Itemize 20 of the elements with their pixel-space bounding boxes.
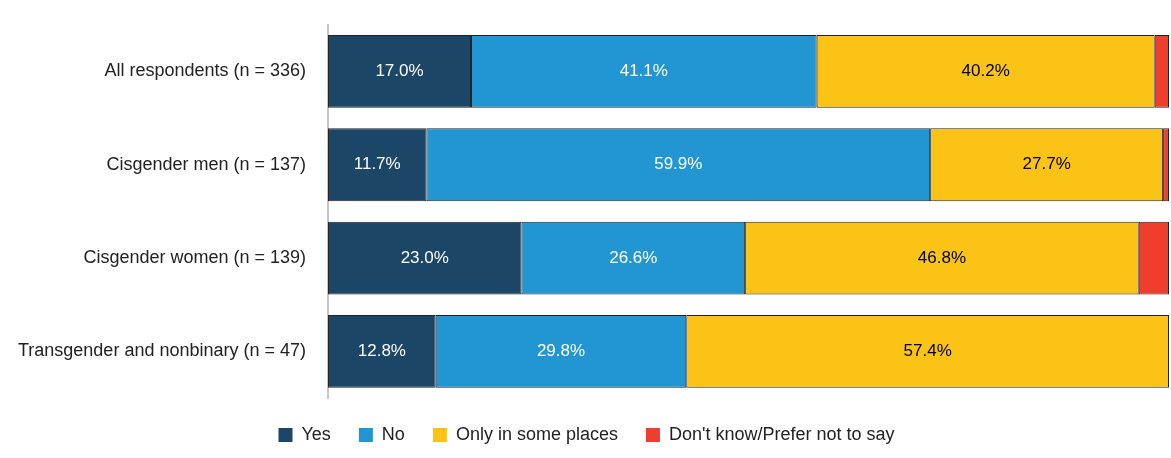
legend-label: Yes <box>301 423 331 444</box>
data-label: 23.0% <box>400 247 449 267</box>
data-label: 40.2% <box>961 61 1010 81</box>
legend-label: Don't know/Prefer not to say <box>668 423 895 444</box>
y-tick-label: Cisgender women (n = 139) <box>83 247 307 268</box>
data-label: 12.8% <box>357 341 406 361</box>
data-label: 26.6% <box>609 247 658 267</box>
legend-label: No <box>381 423 405 444</box>
data-label: 57.4% <box>903 341 952 361</box>
data-label: 27.7% <box>1022 154 1071 174</box>
data-label: 29.8% <box>536 341 586 361</box>
data-label: 17.0% <box>375 61 424 81</box>
data-label: 59.9% <box>654 154 703 174</box>
y-tick-label: Transgender and nonbinary (n = 47) <box>17 340 307 361</box>
y-tick-label: All respondents (n = 336) <box>104 60 307 81</box>
data-label: 11.7% <box>353 154 401 174</box>
legend-label: Only in some places <box>455 423 618 444</box>
data-label: 41.1% <box>619 61 668 81</box>
y-tick-label: Cisgender men (n = 137) <box>106 153 307 174</box>
data-label: 46.8% <box>917 247 967 267</box>
